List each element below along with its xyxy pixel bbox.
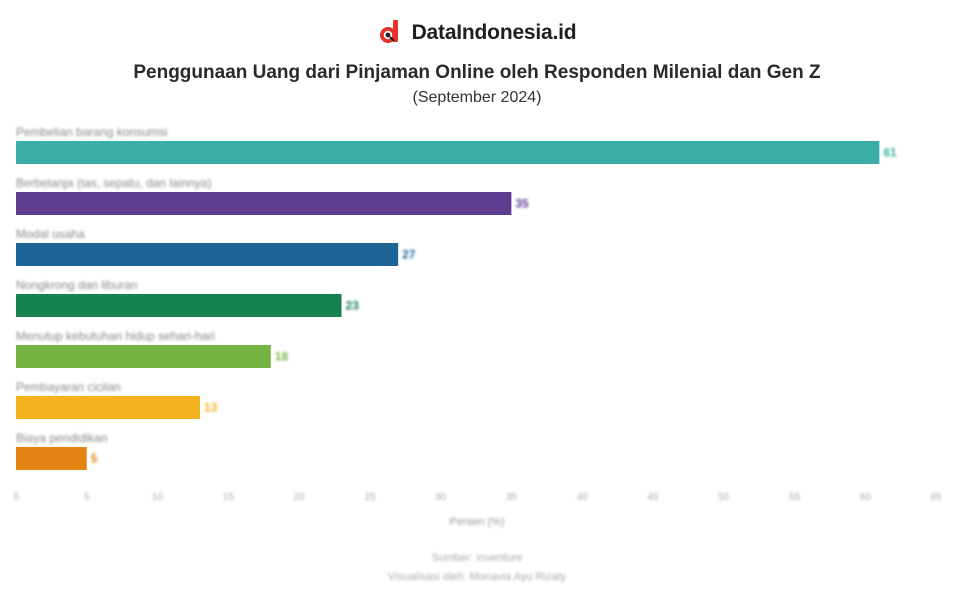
- bar: [16, 141, 880, 164]
- category-label: Menutup kebutuhan hidup sehari-hari: [16, 329, 215, 343]
- visualization-credit: Visualisasi oleh: Monavia Ayu Rizaty: [387, 571, 567, 583]
- x-tick-label: 35: [506, 492, 518, 503]
- category-label: Pembelian barang konsumsi: [16, 125, 167, 139]
- x-tick-label: 10: [152, 492, 164, 503]
- x-tick-label: 65: [930, 492, 942, 503]
- x-tick-label: 25: [364, 492, 376, 503]
- dataindonesia-logo-icon: [379, 20, 398, 43]
- x-tick-label: 60: [860, 492, 872, 503]
- x-tick-label: 30: [435, 492, 447, 503]
- source-note: Sumber: Inventure: [431, 552, 523, 564]
- bar: [16, 447, 87, 470]
- value-label: 5: [91, 452, 98, 466]
- x-axis-title: Persen (%): [449, 516, 504, 528]
- brand-name: DataIndonesia.id: [411, 21, 577, 44]
- category-label: Biaya pendidikan: [16, 431, 107, 445]
- x-tick-label: 40: [577, 492, 589, 503]
- value-label: 13: [204, 401, 218, 415]
- category-label: Modal usaha: [16, 227, 85, 241]
- x-tick-label: 45: [647, 492, 659, 503]
- chart-subtitle: (September 2024): [412, 89, 542, 106]
- bar: [16, 243, 399, 266]
- value-label: 18: [275, 350, 289, 364]
- x-tick-label: 20: [294, 492, 306, 503]
- x-tick-label: 55: [789, 492, 801, 503]
- brand: DataIndonesia.id: [0, 20, 954, 46]
- bar: [16, 192, 512, 215]
- value-label: 61: [883, 146, 897, 160]
- x-tick-label: 5: [84, 492, 90, 503]
- value-label: 35: [515, 197, 529, 211]
- value-label: 27: [402, 248, 416, 262]
- value-label: 23: [346, 299, 360, 313]
- bar: [16, 294, 342, 317]
- category-label: Nongkrong dan liburan: [16, 278, 137, 292]
- bar: [16, 396, 200, 419]
- x-tick-label: 50: [718, 492, 730, 503]
- bar: [16, 345, 271, 368]
- x-tick-label: 15: [223, 492, 235, 503]
- category-label: Pembayaran cicilan: [16, 380, 121, 394]
- chart-title: Penggunaan Uang dari Pinjaman Online ole…: [133, 62, 821, 83]
- x-tick-label: 0: [13, 492, 19, 503]
- category-label: Berbelanja (tas, sepatu, dan lainnya): [16, 176, 211, 190]
